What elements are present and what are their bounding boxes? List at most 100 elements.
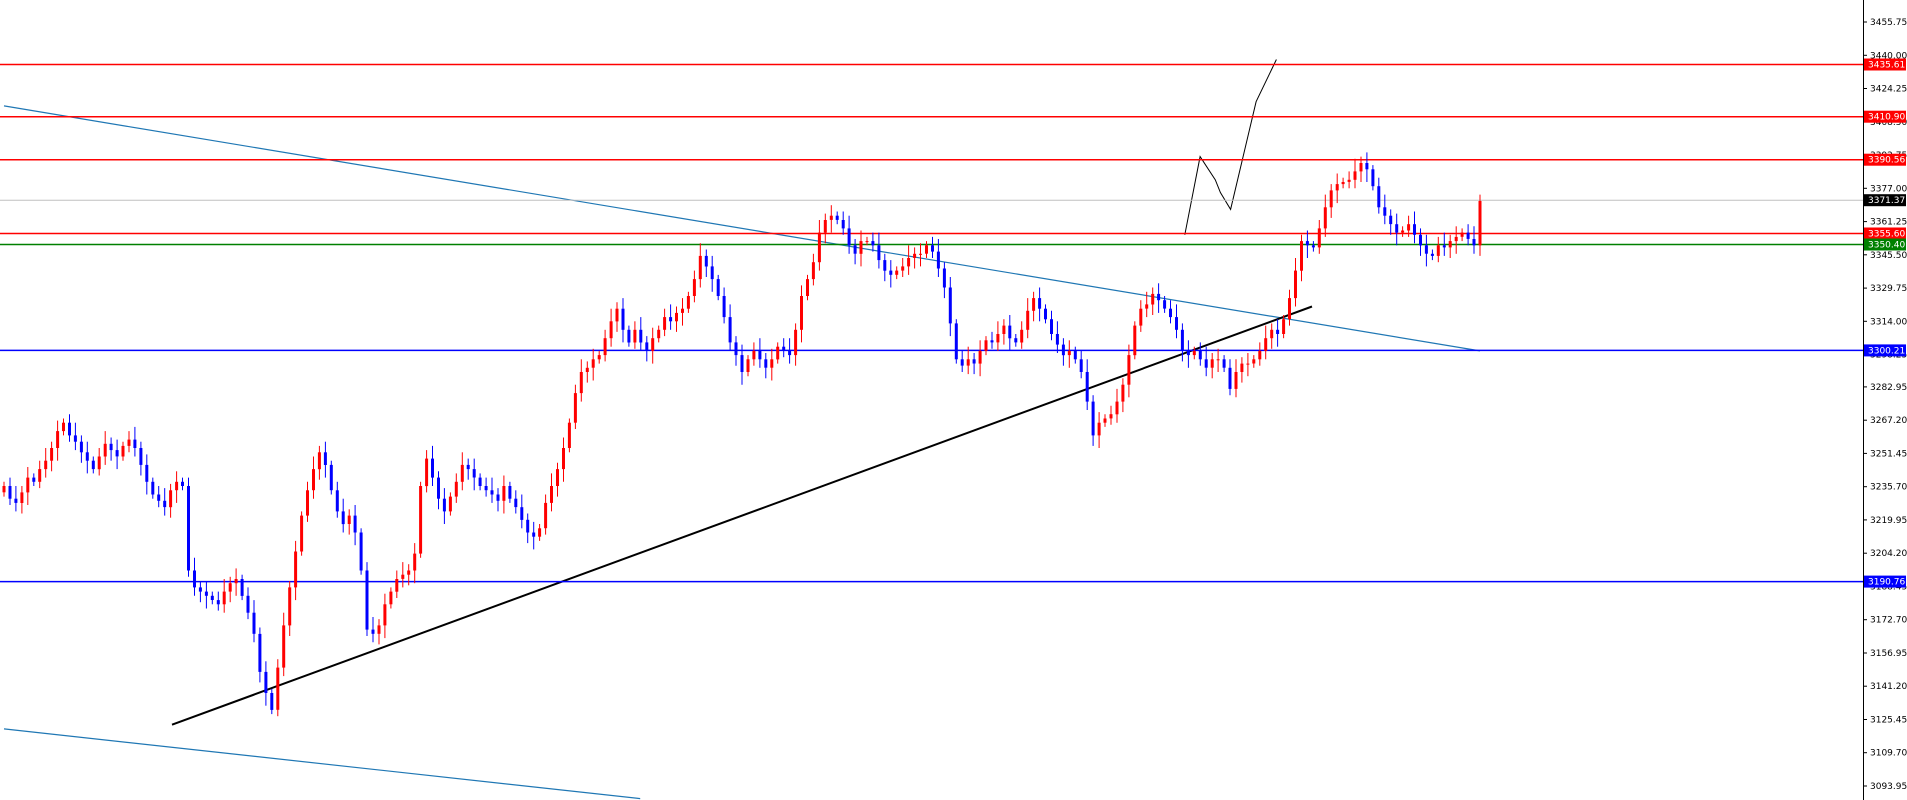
candle	[675, 306, 678, 332]
candle	[8, 477, 12, 505]
candle-body	[288, 587, 292, 626]
candle	[79, 435, 83, 463]
candle	[1026, 298, 1030, 339]
candle	[954, 319, 958, 364]
candle	[175, 471, 179, 503]
candle-body	[50, 448, 54, 461]
candle	[365, 562, 369, 636]
candle	[752, 342, 756, 366]
candle	[1329, 184, 1333, 218]
candle-body	[1044, 308, 1047, 320]
y-tick-label: 3361.25	[1870, 218, 1907, 228]
candle	[502, 475, 506, 514]
level-price-label-bg	[1864, 575, 1906, 588]
candle-body	[990, 340, 994, 343]
candle-body	[704, 255, 708, 267]
candle-body	[1180, 329, 1184, 351]
candle	[496, 488, 500, 512]
candle	[1133, 321, 1137, 360]
candle	[1067, 340, 1071, 368]
candle-body	[609, 321, 613, 339]
candle	[913, 247, 917, 269]
candle-body	[1169, 308, 1172, 318]
candle	[681, 298, 684, 326]
candle-body	[657, 329, 661, 339]
candle-body	[502, 486, 506, 501]
candle	[806, 274, 809, 301]
candle	[591, 348, 595, 381]
candle	[193, 557, 196, 596]
candle	[865, 236, 869, 246]
candle-body	[401, 574, 405, 579]
candle	[692, 270, 696, 303]
candle	[1454, 226, 1458, 254]
candle	[204, 581, 208, 609]
candle-body	[883, 260, 887, 271]
candle	[234, 568, 238, 596]
candle-body	[978, 350, 982, 364]
candle	[990, 331, 994, 349]
candle	[14, 486, 18, 512]
candle-body	[627, 329, 631, 343]
candle-body	[484, 486, 488, 491]
candle-body	[1055, 334, 1059, 345]
price-levels-layer	[0, 63, 1863, 583]
candle-body	[371, 629, 375, 634]
candle	[1240, 357, 1244, 383]
candle	[1198, 342, 1202, 366]
candle	[44, 448, 48, 478]
candle	[1008, 315, 1012, 351]
candle	[579, 359, 583, 402]
candle-body	[193, 570, 196, 588]
candle	[651, 327, 655, 364]
candle	[1294, 258, 1297, 307]
last-price-label: 3371.37	[1868, 196, 1905, 206]
candle-body	[139, 448, 143, 465]
candle	[407, 564, 411, 586]
candle	[454, 473, 458, 503]
candle	[1270, 323, 1274, 349]
candle-body	[829, 215, 833, 220]
level-price-label-bg	[1864, 153, 1906, 166]
candle	[1044, 304, 1047, 324]
candle-body	[151, 481, 155, 495]
candle	[1228, 359, 1232, 396]
candle	[871, 232, 875, 252]
candle-body	[1127, 355, 1131, 385]
candle	[431, 445, 434, 486]
candle-body	[413, 553, 417, 571]
candle-body	[1371, 169, 1375, 187]
candle	[1115, 388, 1119, 423]
candle-body	[811, 262, 815, 280]
candle	[20, 486, 24, 514]
candle-body	[764, 359, 768, 368]
candle-body	[1305, 241, 1309, 246]
candle-body	[91, 460, 95, 470]
candle-body	[800, 296, 803, 330]
candle-body	[865, 241, 869, 243]
candle	[1210, 353, 1214, 379]
candle	[1061, 338, 1065, 366]
candle	[1050, 310, 1053, 341]
candle-body	[1145, 304, 1149, 309]
candle	[508, 481, 512, 503]
candle	[562, 437, 565, 482]
candle-body	[198, 587, 202, 592]
candle	[526, 513, 530, 544]
candle-body	[163, 500, 167, 508]
candle-body	[323, 452, 327, 465]
candle	[829, 205, 833, 233]
candle	[442, 488, 446, 524]
candle	[323, 441, 327, 478]
candle	[686, 291, 690, 313]
y-tick-label: 3156.95	[1870, 649, 1907, 659]
y-tick-label: 3204.20	[1870, 549, 1907, 559]
candle-body	[853, 245, 857, 254]
last-price-label-bg	[1864, 194, 1906, 207]
candle	[1151, 287, 1155, 315]
trendline-channel-bottom	[3, 728, 641, 800]
candle-body	[478, 477, 482, 486]
candle	[835, 211, 839, 225]
candle	[1371, 165, 1375, 191]
y-tick-label: 3267.20	[1870, 416, 1907, 426]
